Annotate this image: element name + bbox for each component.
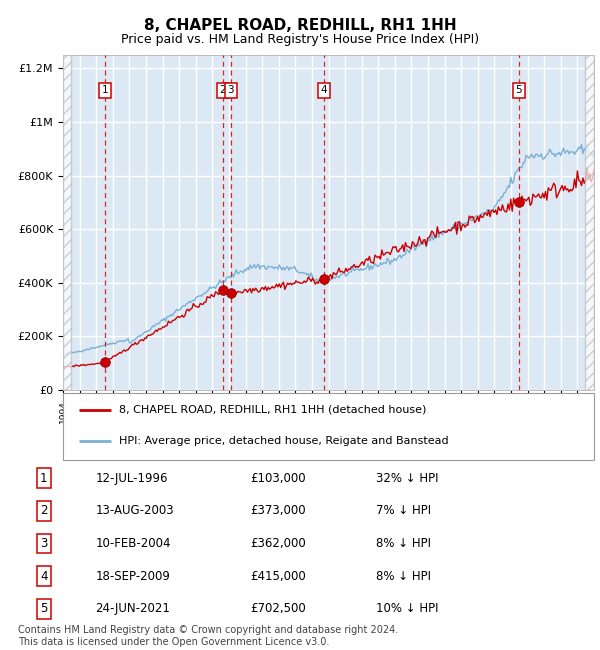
Text: £702,500: £702,500 bbox=[250, 602, 306, 615]
Text: 7% ↓ HPI: 7% ↓ HPI bbox=[376, 504, 431, 517]
Text: 8, CHAPEL ROAD, REDHILL, RH1 1HH: 8, CHAPEL ROAD, REDHILL, RH1 1HH bbox=[143, 18, 457, 33]
Bar bbox=[63, 55, 71, 390]
Text: 8% ↓ HPI: 8% ↓ HPI bbox=[376, 537, 431, 550]
Text: 5: 5 bbox=[515, 85, 523, 95]
Text: 13-AUG-2003: 13-AUG-2003 bbox=[95, 504, 174, 517]
Text: 4: 4 bbox=[40, 569, 47, 582]
Text: 12-JUL-1996: 12-JUL-1996 bbox=[95, 472, 168, 485]
Text: £373,000: £373,000 bbox=[250, 504, 306, 517]
FancyBboxPatch shape bbox=[63, 393, 594, 460]
Text: 4: 4 bbox=[320, 85, 327, 95]
Text: 5: 5 bbox=[40, 602, 47, 615]
Text: 10% ↓ HPI: 10% ↓ HPI bbox=[376, 602, 439, 615]
Text: 2: 2 bbox=[40, 504, 47, 517]
Text: £362,000: £362,000 bbox=[250, 537, 306, 550]
Text: 8, CHAPEL ROAD, REDHILL, RH1 1HH (detached house): 8, CHAPEL ROAD, REDHILL, RH1 1HH (detach… bbox=[119, 405, 426, 415]
Text: £103,000: £103,000 bbox=[250, 472, 306, 485]
Text: HPI: Average price, detached house, Reigate and Banstead: HPI: Average price, detached house, Reig… bbox=[119, 436, 448, 447]
Text: 18-SEP-2009: 18-SEP-2009 bbox=[95, 569, 170, 582]
Text: 32% ↓ HPI: 32% ↓ HPI bbox=[376, 472, 439, 485]
Text: 3: 3 bbox=[40, 537, 47, 550]
Text: 24-JUN-2021: 24-JUN-2021 bbox=[95, 602, 170, 615]
Text: £415,000: £415,000 bbox=[250, 569, 306, 582]
Text: Contains HM Land Registry data © Crown copyright and database right 2024.
This d: Contains HM Land Registry data © Crown c… bbox=[18, 625, 398, 647]
Text: 1: 1 bbox=[40, 472, 47, 485]
Text: 2: 2 bbox=[220, 85, 226, 95]
Text: Price paid vs. HM Land Registry's House Price Index (HPI): Price paid vs. HM Land Registry's House … bbox=[121, 32, 479, 46]
Text: 3: 3 bbox=[227, 85, 234, 95]
Text: 10-FEB-2004: 10-FEB-2004 bbox=[95, 537, 171, 550]
Text: 8% ↓ HPI: 8% ↓ HPI bbox=[376, 569, 431, 582]
Text: 1: 1 bbox=[102, 85, 109, 95]
Bar bbox=[585, 55, 594, 390]
